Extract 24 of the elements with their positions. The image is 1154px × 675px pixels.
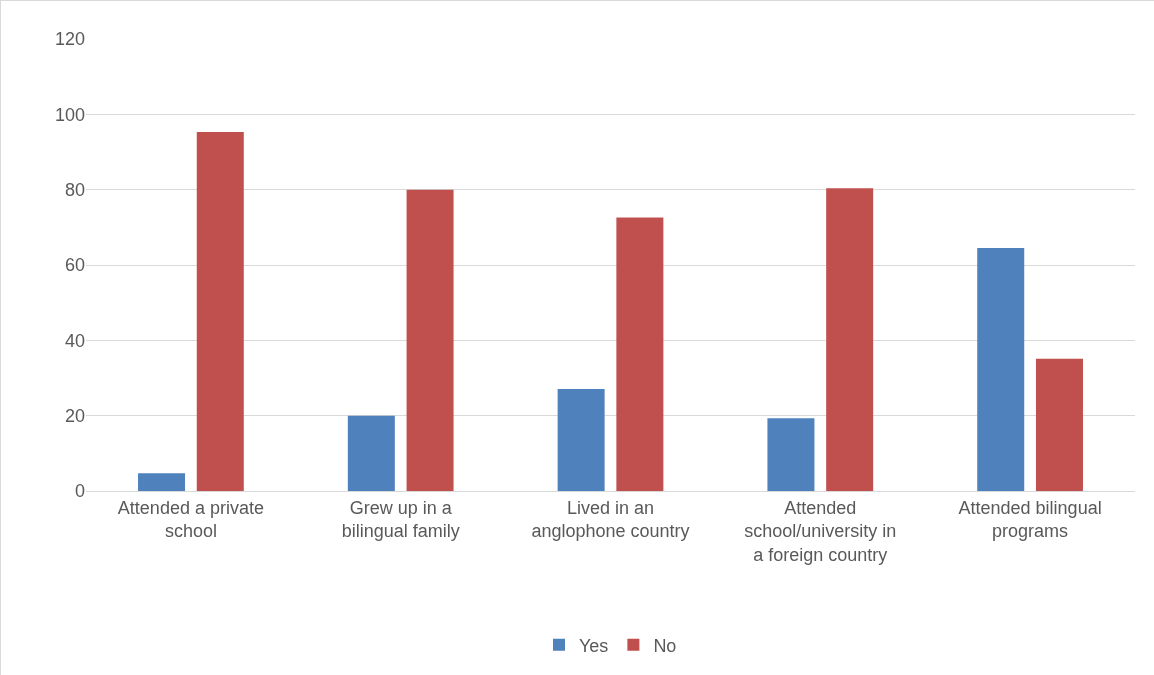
- legend-label: Yes: [579, 635, 609, 656]
- x-tick-label: Lived in an anglophone country: [531, 497, 690, 542]
- y-tick-label: 40: [64, 330, 85, 351]
- x-tick-label: Attended bilingual programs: [958, 497, 1102, 542]
- legend-label: No: [653, 635, 677, 656]
- y-tick-label: 60: [64, 255, 85, 276]
- bar: [347, 415, 395, 491]
- bar: [557, 388, 605, 491]
- y-tick-label: 120: [54, 29, 85, 50]
- x-tick-label: Attended school/university in a foreign country: [744, 497, 897, 565]
- bar: [196, 132, 244, 491]
- x-tick-label: Grew up in a bilingual family: [341, 497, 460, 542]
- bar: [826, 188, 874, 491]
- y-tick-label: 80: [64, 179, 85, 200]
- y-tick-label: 0: [74, 481, 85, 502]
- x-tick-label: Attended a private school: [117, 497, 264, 542]
- bar: [616, 217, 664, 491]
- bar: [138, 473, 186, 491]
- bar: [1035, 358, 1083, 491]
- y-tick-label: 100: [54, 104, 85, 125]
- bar: [767, 418, 815, 491]
- bar: [977, 248, 1025, 491]
- bar: [406, 189, 454, 491]
- y-tick-label: 20: [64, 405, 85, 426]
